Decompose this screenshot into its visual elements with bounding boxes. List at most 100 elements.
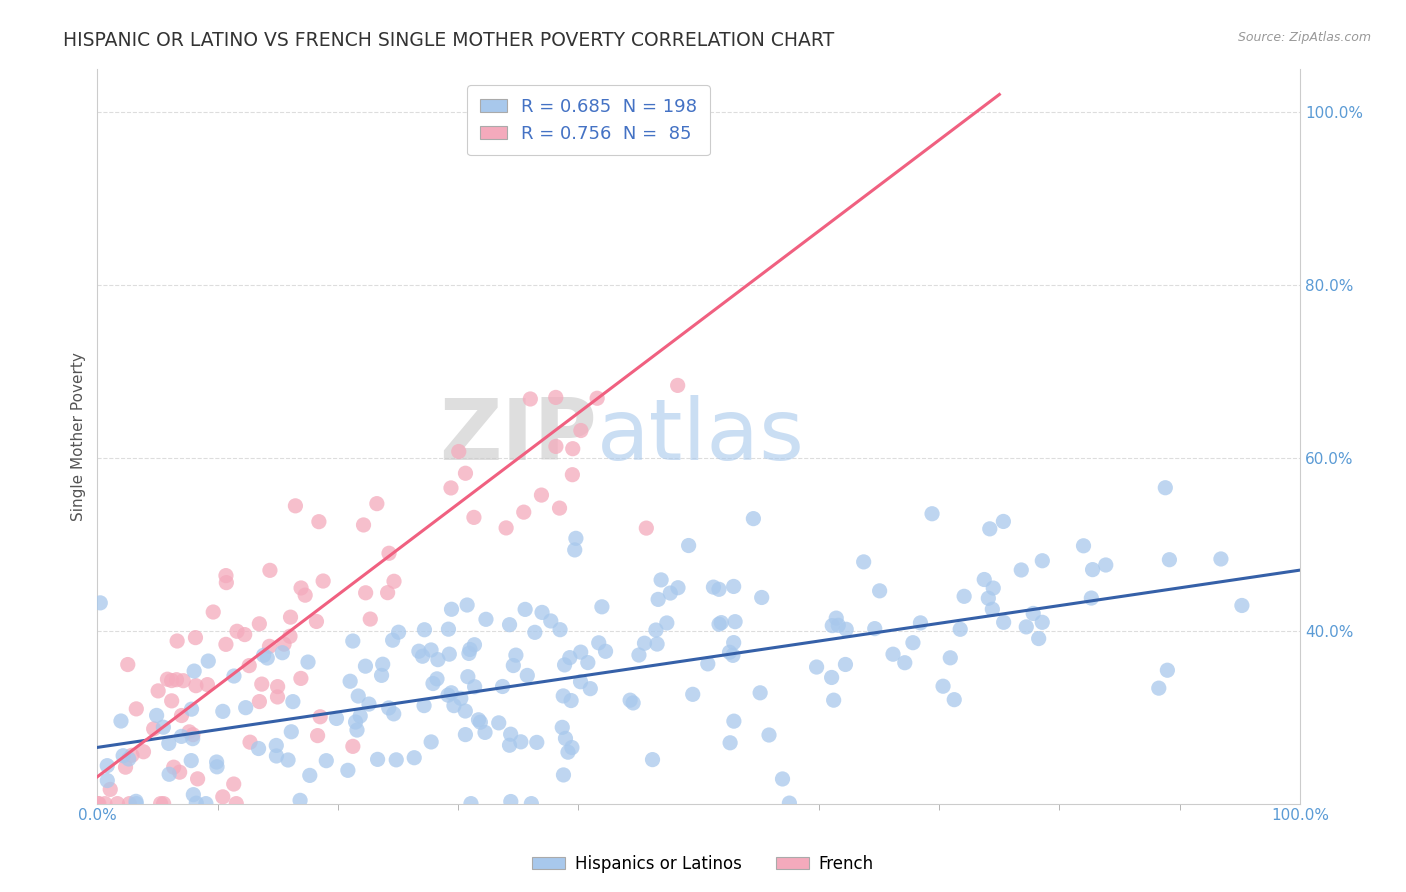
Point [544,391,567,405]
Point [125,702,148,716]
Point [156,672,179,686]
Point [561,740,583,755]
Point [1073,539,1095,553]
Point [233,627,256,641]
Point [342,739,364,754]
Point [344,714,367,729]
Point [107,797,129,811]
Point [420,643,443,657]
Point [949,622,972,636]
Point [277,753,299,767]
Point [408,644,430,658]
Point [1031,615,1053,630]
Point [121,748,143,763]
Point [544,439,567,453]
Point [1028,632,1050,646]
Point [354,586,377,600]
Point [561,442,583,456]
Point [464,680,486,694]
Point [894,656,917,670]
Point [202,605,225,619]
Legend: Hispanics or Latinos, French: Hispanics or Latinos, French [526,848,880,880]
Point [404,750,426,764]
Point [569,424,592,438]
Point [758,728,780,742]
Point [551,720,574,734]
Point [294,588,316,602]
Point [197,678,219,692]
Point [205,755,228,769]
Point [932,679,955,693]
Point [505,648,527,662]
Point [180,754,202,768]
Point [977,591,1000,606]
Point [1154,481,1177,495]
Point [565,532,588,546]
Point [702,580,724,594]
Point [146,684,169,698]
Point [125,797,148,811]
Point [806,660,828,674]
Point [1094,558,1116,572]
Point [548,501,571,516]
Point [509,735,531,749]
Point [142,722,165,736]
Point [569,645,592,659]
Point [377,585,399,599]
Point [420,735,443,749]
Point [1156,663,1178,677]
Point [378,546,401,560]
Point [852,555,875,569]
Point [454,704,477,718]
Point [554,657,576,672]
Point [281,695,304,709]
Point [359,612,381,626]
Point [650,573,672,587]
Point [336,764,359,778]
Point [588,636,610,650]
Point [627,648,650,662]
Point [655,615,678,630]
Point [222,777,245,791]
Point [718,645,741,659]
Point [519,392,541,406]
Point [339,674,361,689]
Point [256,651,278,665]
Point [495,521,517,535]
Point [112,748,135,763]
Point [170,730,193,744]
Point [382,574,405,589]
Text: atlas: atlas [596,394,804,477]
Point [1159,552,1181,566]
Point [586,391,609,405]
Point [475,612,498,626]
Point [641,753,664,767]
Point [707,582,730,597]
Point [152,720,174,734]
Point [457,670,479,684]
Legend: R = 0.685  N = 198, R = 0.756  N =  85: R = 0.685 N = 198, R = 0.756 N = 85 [467,85,710,155]
Point [901,635,924,649]
Point [557,745,579,759]
Point [226,624,249,639]
Point [181,728,204,742]
Point [1031,554,1053,568]
Point [576,656,599,670]
Point [491,680,513,694]
Point [458,647,481,661]
Point [89,596,111,610]
Point [440,602,463,616]
Point [96,773,118,788]
Point [250,677,273,691]
Point [561,467,583,482]
Point [413,698,436,713]
Point [647,592,669,607]
Point [993,615,1015,630]
Point [707,617,730,632]
Point [569,674,592,689]
Point [437,688,460,702]
Point [863,622,886,636]
Point [149,797,172,811]
Point [666,581,689,595]
Point [247,616,270,631]
